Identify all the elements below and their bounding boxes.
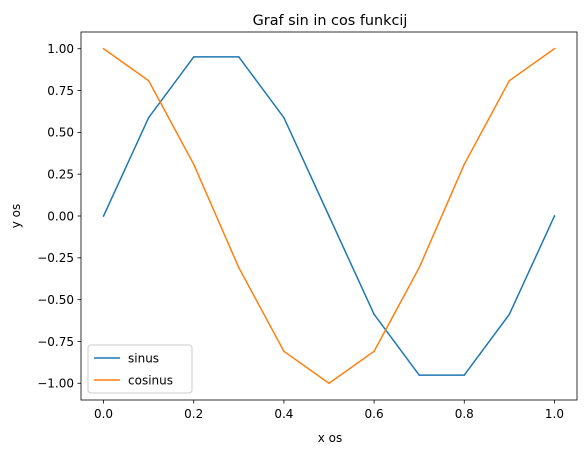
legend: sinus cosinus: [88, 345, 192, 393]
cosinus-data-point: [509, 80, 511, 82]
y-tick-label: −0.50: [37, 293, 74, 307]
cosinus-data-point: [464, 164, 466, 166]
sinus-data-point: [464, 374, 466, 376]
y-tick-label: 0.25: [47, 167, 74, 181]
sinus-data-point: [373, 314, 375, 316]
x-tick-label: 0.2: [184, 407, 203, 421]
sinus-data-point: [418, 374, 420, 376]
x-tick-label: 0.8: [455, 407, 474, 421]
y-tick-label: 0.00: [47, 209, 74, 223]
cosinus-data-point: [193, 164, 195, 166]
legend-label-cosinus: cosinus: [128, 373, 173, 387]
x-axis-title: x os: [318, 431, 343, 445]
y-tick-label: −1.00: [37, 377, 74, 391]
x-tick-label: 0.4: [274, 407, 293, 421]
y-tick-label: −0.75: [37, 335, 74, 349]
cosinus-data-point: [373, 351, 375, 353]
sinus-data-point: [509, 314, 511, 316]
sinus-data-point: [103, 215, 105, 217]
cosinus-data-point: [148, 80, 150, 82]
cosinus-data-point: [328, 383, 330, 385]
sinus-data-point: [238, 56, 240, 58]
cosinus-data-point: [418, 267, 420, 269]
x-tick-label: 1.0: [545, 407, 564, 421]
sinus-data-point: [328, 215, 330, 217]
cosinus-data-point: [554, 48, 556, 50]
sinus-data-point: [554, 215, 556, 217]
chart-title: Graf sin in cos funkcij: [253, 13, 408, 29]
y-tick-label: 0.50: [47, 126, 74, 140]
cosinus-data-point: [238, 267, 240, 269]
cosinus-data-point: [103, 48, 105, 50]
y-axis-title: y os: [9, 204, 23, 229]
sinus-data-point: [283, 117, 285, 119]
sinus-data-point: [148, 117, 150, 119]
legend-label-sinus: sinus: [128, 351, 159, 365]
y-tick-label: 0.75: [47, 84, 74, 98]
x-tick-label: 0.0: [94, 407, 113, 421]
y-tick-label: 1.00: [47, 42, 74, 56]
y-tick-label: −0.25: [37, 251, 74, 265]
cosinus-data-point: [283, 351, 285, 353]
sinus-data-point: [193, 56, 195, 58]
x-tick-label: 0.6: [365, 407, 384, 421]
